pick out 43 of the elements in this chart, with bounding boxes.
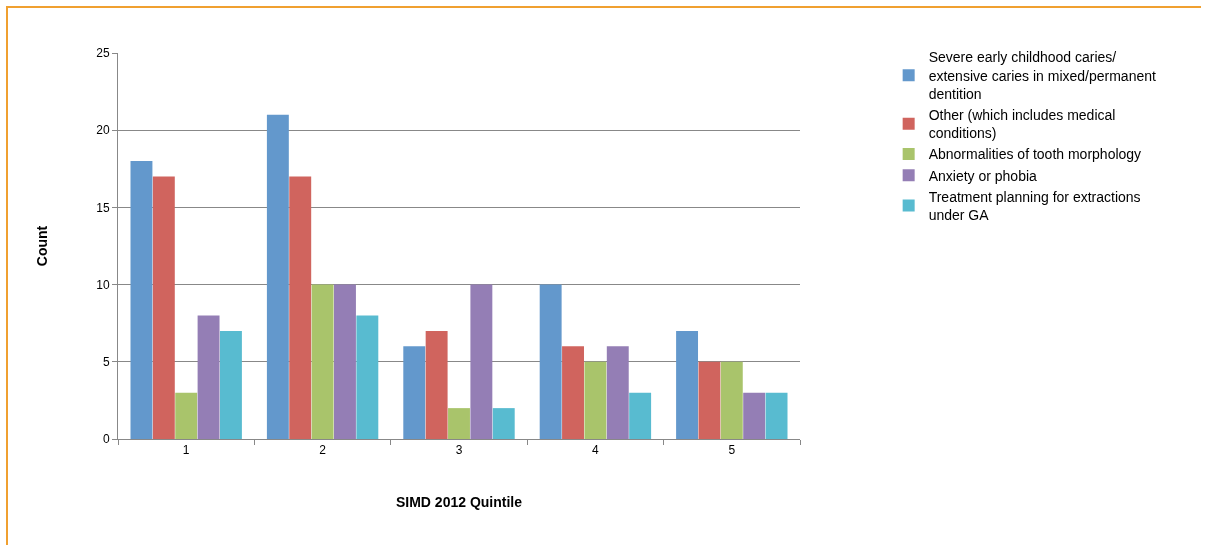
bar <box>743 392 766 439</box>
x-axis-title: SIMD 2012 Quintile <box>395 493 523 510</box>
y-tick-label: 15 <box>96 200 110 215</box>
y-tick-label: 0 <box>102 432 110 447</box>
bar <box>698 361 721 439</box>
y-tick-label: 5 <box>102 355 110 369</box>
bar <box>470 284 493 439</box>
bar <box>219 330 242 439</box>
bar <box>403 346 426 439</box>
legend-label: Other (which includes medical conditions) <box>928 107 1116 142</box>
y-tick-label: 25 <box>96 46 110 61</box>
bar <box>629 392 652 439</box>
y-tick-label: 20 <box>96 123 110 138</box>
bar <box>356 315 379 439</box>
bar <box>311 284 334 439</box>
legend-label: Abnormalities of tooth morphology <box>928 146 1142 163</box>
bar <box>584 361 607 439</box>
y-tick-label: 10 <box>96 277 110 292</box>
bar <box>720 361 743 439</box>
x-tick-label: 1 <box>182 443 190 458</box>
x-tick-label: 3 <box>455 443 463 458</box>
bar <box>175 392 198 439</box>
bar <box>765 392 788 439</box>
bar <box>334 284 356 439</box>
legend-label: Treatment planning for extractions under GA <box>928 188 1141 224</box>
bar <box>152 176 175 439</box>
bar <box>448 408 470 439</box>
bar <box>197 315 220 439</box>
bar <box>425 330 448 439</box>
legend-label: Anxiety or phobia <box>928 167 1038 184</box>
bar <box>539 284 562 439</box>
x-tick-label: 4 <box>592 443 600 458</box>
legend-label: Severe early childhood caries/ extensive caries in mixed/permanent dentition <box>928 49 1156 102</box>
bar <box>562 346 584 439</box>
bar <box>492 408 515 439</box>
y-axis-title: Count <box>33 225 50 267</box>
bar <box>289 176 312 439</box>
bar <box>130 161 153 439</box>
x-tick-label: 2 <box>319 443 327 458</box>
x-tick-label: 5 <box>728 443 736 458</box>
bar <box>606 346 629 439</box>
bar <box>266 114 289 439</box>
bar <box>676 330 699 439</box>
